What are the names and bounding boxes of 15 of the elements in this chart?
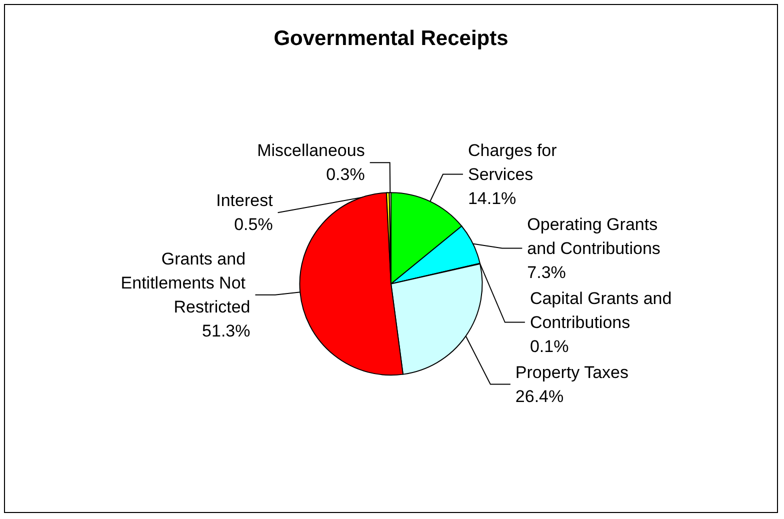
slice-label: Capital Grants and Contributions (530, 288, 676, 332)
data-label: 26.4% (515, 386, 564, 406)
data-label: 51.3% (202, 321, 250, 340)
data-label: 14.1% (468, 188, 516, 208)
data-label: 0.5% (234, 215, 273, 234)
data-label: 0.3% (326, 165, 365, 184)
data-label: 0.1% (530, 336, 569, 356)
chart-title: Governmental Receipts (274, 27, 508, 50)
slice-label: Operating Grants and Contributions (527, 214, 662, 258)
data-label: 7.3% (527, 262, 566, 282)
slice-label: Interest (216, 191, 274, 210)
slice-label: Miscellaneous (257, 141, 365, 160)
slice-label: Charges for Services (468, 140, 562, 184)
slice-label: Property Taxes (515, 362, 629, 382)
slice-label: Grants and Entitlements Not Restricted (120, 249, 250, 316)
